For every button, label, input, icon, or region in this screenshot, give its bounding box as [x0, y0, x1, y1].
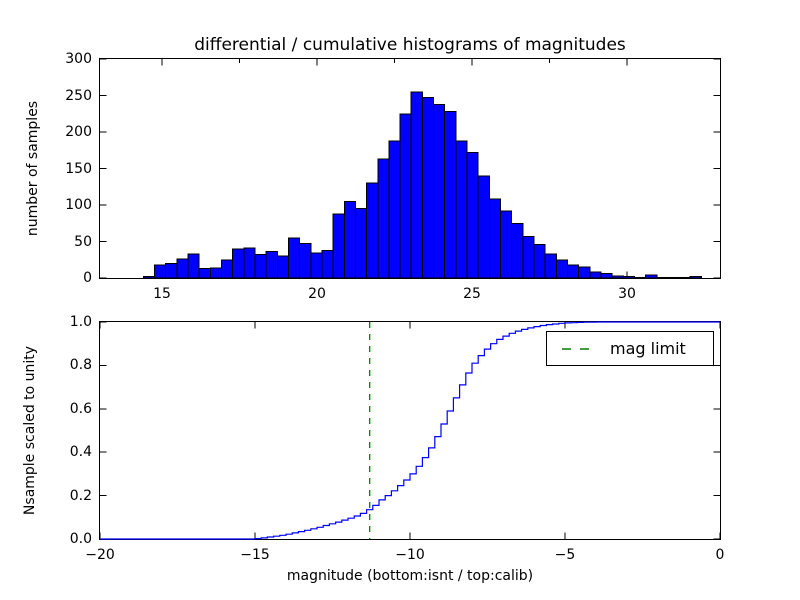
histogram-bar [589, 271, 602, 279]
x-tick-label: −5 [554, 547, 576, 563]
histogram-bar [399, 113, 412, 279]
histogram-bar [689, 276, 702, 279]
histogram-bar [377, 158, 390, 279]
histogram-bar [600, 273, 613, 279]
histogram-bar [299, 243, 312, 279]
y-tick-label: 1.0 [69, 314, 92, 330]
histogram-bar [243, 247, 256, 279]
histogram-bar [154, 264, 167, 279]
histogram-bar [656, 276, 669, 279]
x-tick-label: −10 [395, 547, 425, 563]
histogram-bar [354, 208, 368, 279]
y-tick-label: 100 [65, 197, 92, 213]
histogram-bar [466, 151, 479, 279]
y-tick-label: 0 [83, 270, 92, 286]
y-tick-label: 0.4 [69, 444, 92, 461]
chart-title: differential / cumulative histograms of … [194, 35, 626, 55]
histogram-bar [198, 268, 211, 279]
x-tick-label: 20 [308, 286, 326, 302]
histogram-bar [321, 249, 334, 279]
y-tick-label: 300 [65, 51, 92, 67]
x-tick-label: 25 [463, 286, 481, 302]
top-axes-differential-histogram [99, 58, 721, 279]
histogram-bar [343, 200, 356, 279]
legend-dashed-line-icon [562, 347, 596, 350]
legend: mag limit [546, 331, 714, 366]
histogram-bar [511, 222, 524, 279]
histogram-bar [500, 210, 513, 279]
y-tick-label: 150 [65, 160, 92, 177]
histogram-bar [421, 97, 435, 279]
histogram-bar [176, 258, 189, 279]
histogram-bar [555, 259, 568, 279]
histogram-bar [221, 259, 234, 279]
x-axis-label: magnitude (bottom:isnt / top:calib) [286, 568, 534, 584]
axes-frame [99, 321, 721, 540]
histogram-bar [232, 248, 245, 279]
histogram-bar [477, 175, 490, 279]
histogram-bar [678, 276, 691, 279]
bottom-y-axis-label: Nsample scaled to unity [22, 345, 38, 516]
histogram-bar [611, 275, 624, 279]
histogram-bar [622, 276, 635, 279]
y-tick-label: 250 [65, 87, 92, 104]
histogram-bar [310, 252, 323, 279]
cumulative-step-curve [100, 321, 720, 540]
histogram-bar [455, 140, 468, 279]
y-tick-label: 0.2 [69, 487, 92, 504]
histogram-bar [566, 264, 580, 279]
histogram-bar [265, 251, 278, 279]
histogram-bar [332, 213, 345, 279]
top-y-axis-label: number of samples [25, 100, 41, 237]
x-tick-label: 30 [618, 286, 636, 302]
histogram-bar [165, 262, 178, 279]
histogram-bar [444, 111, 457, 279]
histogram-bar [276, 255, 289, 279]
x-tick-label: 15 [153, 286, 171, 302]
x-tick-label: −15 [240, 547, 270, 563]
y-tick-label: 200 [65, 124, 92, 140]
histogram-bar [578, 266, 591, 279]
histogram-bar [645, 274, 658, 279]
y-tick-label: 50 [74, 233, 92, 250]
histogram-bar [488, 198, 502, 279]
histogram-bar [142, 276, 156, 279]
histogram-bar [254, 254, 267, 279]
histogram-bar [667, 276, 680, 279]
y-tick-label: 0.0 [69, 531, 92, 547]
histogram-bar [366, 182, 379, 279]
histogram-bar [633, 276, 647, 279]
histogram-bar [209, 267, 223, 279]
histogram-bar [533, 243, 546, 279]
histogram-bar [388, 140, 401, 279]
histogram-bar [433, 103, 446, 279]
histogram-bar [287, 237, 301, 279]
histogram-bar [544, 253, 557, 279]
legend-label: mag limit [610, 339, 686, 358]
x-tick-label: −20 [85, 547, 115, 563]
y-tick-label: 0.8 [69, 357, 92, 374]
histogram-bar [522, 235, 535, 279]
histogram-bar [410, 91, 423, 279]
x-tick-label: 0 [715, 547, 725, 563]
y-tick-label: 0.6 [69, 400, 92, 417]
histogram-bar [187, 253, 200, 279]
bottom-axes-cumulative-histogram [99, 321, 721, 540]
